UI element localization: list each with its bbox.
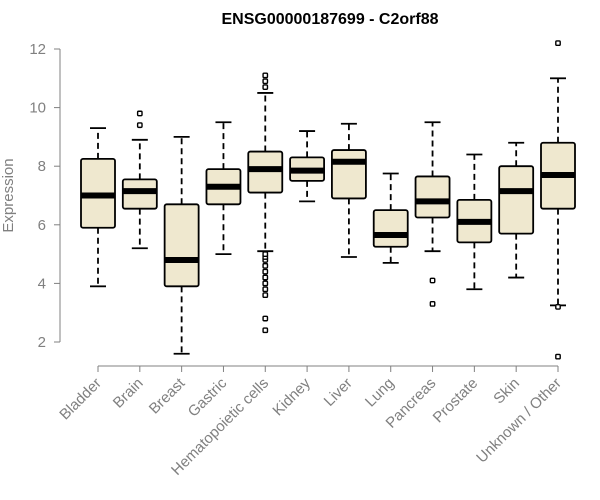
box-iqr	[163, 203, 200, 288]
outlier-point	[555, 40, 561, 47]
box-iqr	[498, 165, 535, 235]
outlier-point	[262, 315, 269, 322]
box-prostate	[456, 153, 493, 291]
outlier-point	[555, 303, 561, 310]
outlier-point	[262, 78, 269, 85]
box-skin	[498, 141, 535, 279]
box-bladder	[80, 127, 116, 288]
outlier-point	[262, 286, 269, 293]
y-tick-label: 2	[38, 334, 46, 351]
y-tick-label: 12	[29, 41, 46, 58]
outlier-point	[262, 262, 269, 269]
y-axis-title: Expression	[0, 158, 17, 232]
box-series	[80, 40, 576, 360]
outlier-point	[555, 353, 561, 360]
outlier-point	[262, 251, 269, 257]
box-hematopoietic-cells	[247, 72, 284, 334]
y-axis-ticks: 2 4 6 8 10 12	[29, 41, 60, 351]
x-tick-label: Kidney	[269, 374, 314, 419]
outlier-point	[136, 122, 143, 129]
x-tick-label: Breast	[146, 374, 189, 417]
x-tick-label: Bladder	[56, 375, 105, 424]
outlier-point	[262, 327, 269, 334]
y-tick-label: 10	[29, 100, 46, 117]
outlier-point	[136, 110, 143, 117]
box-breast	[163, 135, 200, 355]
box-pancreas	[414, 121, 451, 307]
y-tick-label: 4	[38, 275, 46, 292]
x-tick-label: Skin	[490, 375, 523, 408]
outlier-point	[429, 301, 436, 307]
box-iqr	[414, 175, 451, 219]
outlier-point	[262, 280, 269, 287]
outlier-point	[262, 292, 269, 299]
outlier-point	[262, 274, 269, 281]
x-tick-label: Prostate	[430, 375, 482, 427]
x-tick-label: Lung	[362, 375, 398, 411]
box-kidney	[289, 130, 325, 203]
box-gastric	[205, 121, 242, 256]
x-tick-label: Brain	[110, 375, 147, 412]
outlier-point	[262, 268, 269, 275]
chart-title: ENSG00000187699 - C2orf88	[221, 11, 438, 28]
box-liver	[331, 122, 367, 258]
x-tick-label: Liver	[321, 375, 356, 410]
y-tick-label: 8	[38, 158, 46, 175]
box-iqr	[331, 149, 367, 200]
box-lung	[372, 172, 409, 264]
y-tick-label: 6	[38, 217, 46, 234]
outlier-point	[262, 84, 269, 90]
box-unknown-other	[540, 40, 576, 360]
box-iqr	[372, 209, 409, 248]
outlier-point	[262, 72, 269, 79]
box-brain	[121, 110, 158, 250]
outlier-point	[429, 277, 436, 284]
